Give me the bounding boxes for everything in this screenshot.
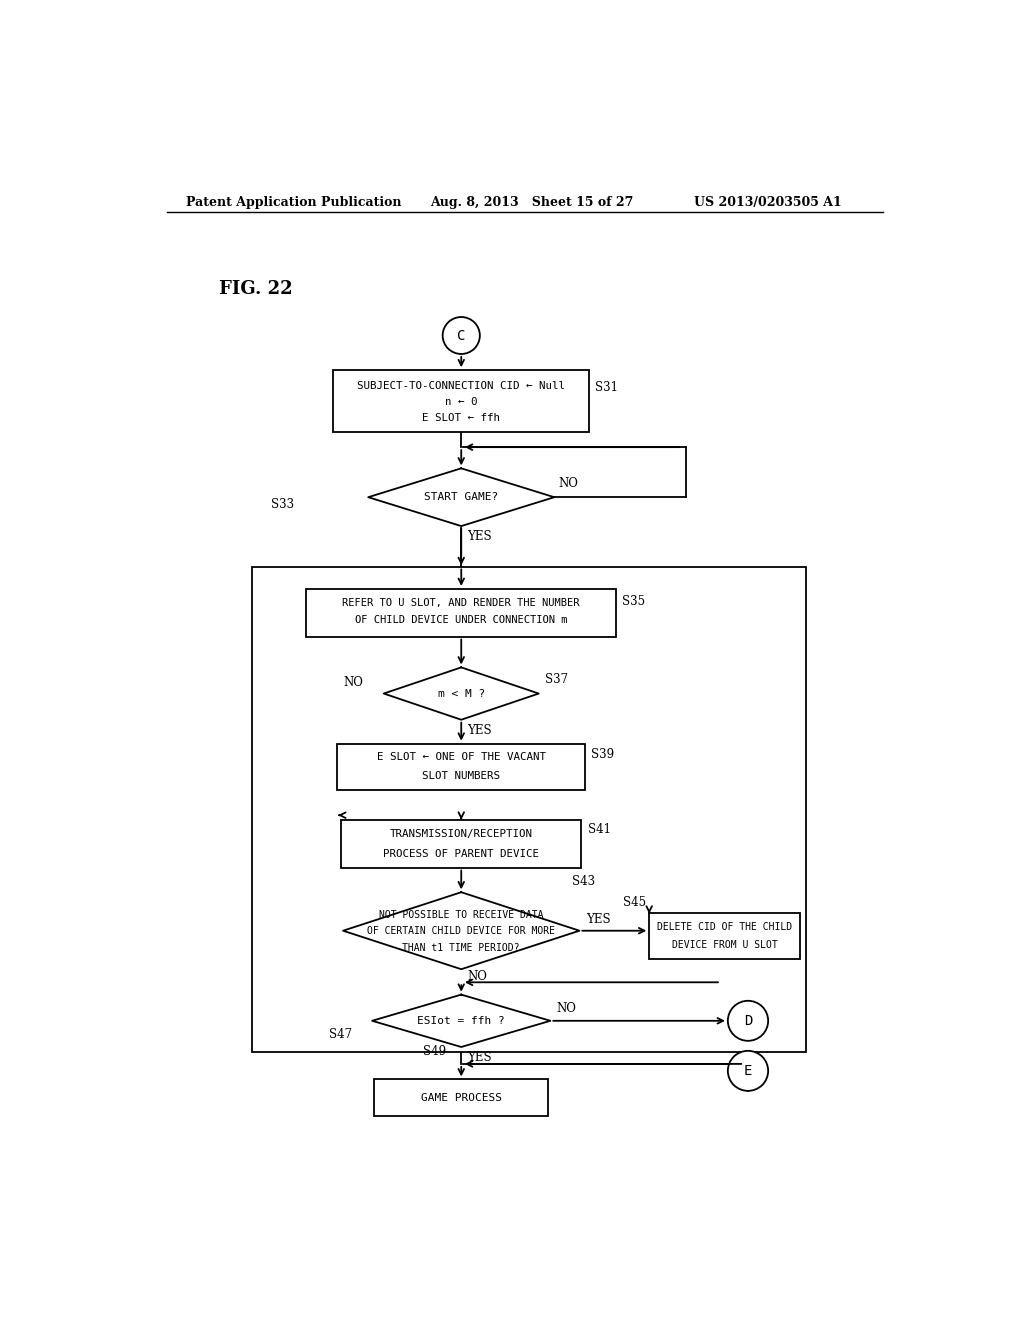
Text: E SLOT ← ffh: E SLOT ← ffh (422, 413, 501, 422)
Text: SLOT NUMBERS: SLOT NUMBERS (422, 771, 501, 781)
Text: D: D (743, 1014, 753, 1028)
Text: DEVICE FROM U SLOT: DEVICE FROM U SLOT (672, 940, 777, 950)
FancyBboxPatch shape (334, 370, 589, 432)
Text: YES: YES (467, 1051, 493, 1064)
Text: DELETE CID OF THE CHILD: DELETE CID OF THE CHILD (657, 921, 793, 932)
Text: REFER TO U SLOT, AND RENDER THE NUMBER: REFER TO U SLOT, AND RENDER THE NUMBER (342, 598, 580, 607)
Text: S41: S41 (588, 824, 610, 837)
Circle shape (442, 317, 480, 354)
FancyBboxPatch shape (374, 1080, 549, 1117)
Text: S31: S31 (595, 380, 618, 393)
Text: S47: S47 (330, 1028, 352, 1041)
Text: OF CHILD DEVICE UNDER CONNECTION m: OF CHILD DEVICE UNDER CONNECTION m (355, 615, 567, 626)
Text: S37: S37 (545, 673, 568, 686)
Text: S49: S49 (423, 1045, 445, 1059)
Text: S39: S39 (592, 748, 614, 760)
Text: E: E (743, 1064, 753, 1078)
Text: S43: S43 (571, 875, 595, 888)
Text: C: C (457, 329, 466, 342)
Text: ESIot = ffh ?: ESIot = ffh ? (418, 1016, 505, 1026)
Text: m < M ?: m < M ? (437, 689, 485, 698)
Text: S35: S35 (623, 595, 645, 609)
FancyBboxPatch shape (252, 566, 806, 1052)
Text: START GAME?: START GAME? (424, 492, 499, 502)
Text: YES: YES (467, 723, 493, 737)
Text: NO: NO (558, 477, 578, 490)
Text: US 2013/0203505 A1: US 2013/0203505 A1 (693, 195, 842, 209)
FancyBboxPatch shape (337, 743, 586, 789)
Text: NO: NO (557, 1002, 577, 1015)
Text: FIG. 22: FIG. 22 (219, 280, 293, 298)
Text: TRANSMISSION/RECEPTION: TRANSMISSION/RECEPTION (390, 829, 532, 838)
Polygon shape (384, 668, 539, 719)
Text: PROCESS OF PARENT DEVICE: PROCESS OF PARENT DEVICE (383, 849, 540, 859)
Text: SUBJECT-TO-CONNECTION CID ← Null: SUBJECT-TO-CONNECTION CID ← Null (357, 380, 565, 391)
Text: NO: NO (467, 970, 487, 982)
Text: NOT POSSIBLE TO RECEIVE DATA: NOT POSSIBLE TO RECEIVE DATA (379, 911, 544, 920)
Text: E SLOT ← ONE OF THE VACANT: E SLOT ← ONE OF THE VACANT (377, 752, 546, 763)
Circle shape (728, 1001, 768, 1040)
FancyBboxPatch shape (649, 913, 801, 960)
Text: Patent Application Publication: Patent Application Publication (186, 195, 401, 209)
Text: Aug. 8, 2013   Sheet 15 of 27: Aug. 8, 2013 Sheet 15 of 27 (430, 195, 634, 209)
Text: n ← 0: n ← 0 (445, 397, 477, 408)
Text: NO: NO (343, 676, 364, 689)
Text: GAME PROCESS: GAME PROCESS (421, 1093, 502, 1102)
Text: OF CERTAIN CHILD DEVICE FOR MORE: OF CERTAIN CHILD DEVICE FOR MORE (368, 927, 555, 936)
FancyBboxPatch shape (341, 820, 582, 867)
FancyBboxPatch shape (306, 589, 616, 636)
Text: YES: YES (586, 913, 610, 927)
Text: S33: S33 (271, 499, 295, 511)
Text: THAN t1 TIME PERIOD?: THAN t1 TIME PERIOD? (402, 942, 520, 953)
Polygon shape (369, 469, 554, 527)
Text: YES: YES (467, 531, 493, 544)
Polygon shape (372, 995, 550, 1047)
Polygon shape (343, 892, 580, 969)
Circle shape (728, 1051, 768, 1090)
Text: S45: S45 (623, 896, 646, 908)
